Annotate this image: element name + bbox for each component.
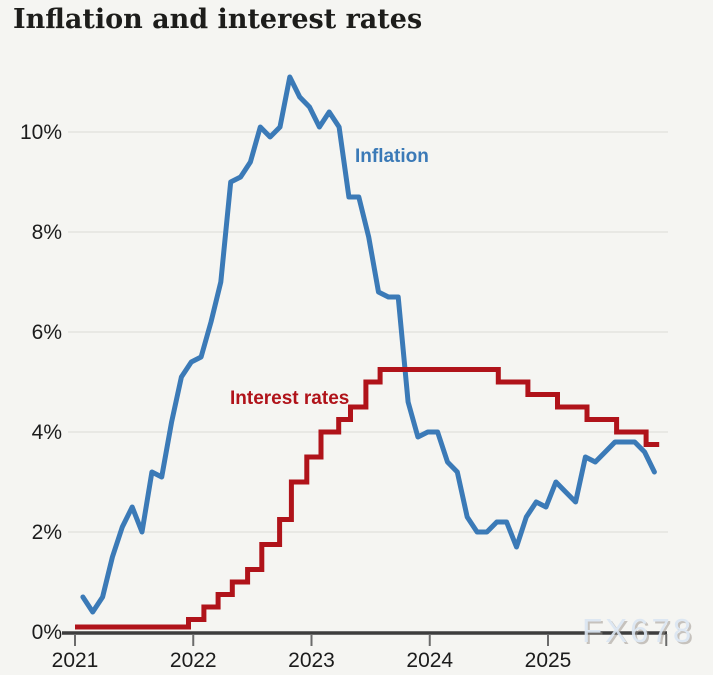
inflation-series-label: Inflation: [355, 146, 429, 167]
y-tick-label-0%: 0%: [32, 621, 62, 644]
x-tick-label-2025: 2025: [525, 649, 572, 672]
x-tick-label-2022: 2022: [170, 649, 217, 672]
y-tick-label-4%: 4%: [32, 421, 62, 444]
inflation-line: [80, 74, 657, 615]
x-tick-label-2024: 2024: [406, 649, 453, 672]
y-tick-label-10%: 10%: [20, 121, 62, 144]
x-tick-label-2021: 2021: [52, 649, 99, 672]
watermark: FX678: [582, 612, 695, 649]
interest-rates-series-label: Interest rates: [230, 388, 349, 409]
interest-rates-line: [75, 367, 660, 630]
y-tick-label-6%: 6%: [32, 321, 62, 344]
y-tick-label-2%: 2%: [32, 521, 62, 544]
y-tick-label-8%: 8%: [32, 221, 62, 244]
x-tick-label-2023: 2023: [288, 649, 335, 672]
page-title: Inflation and interest rates: [13, 4, 423, 35]
